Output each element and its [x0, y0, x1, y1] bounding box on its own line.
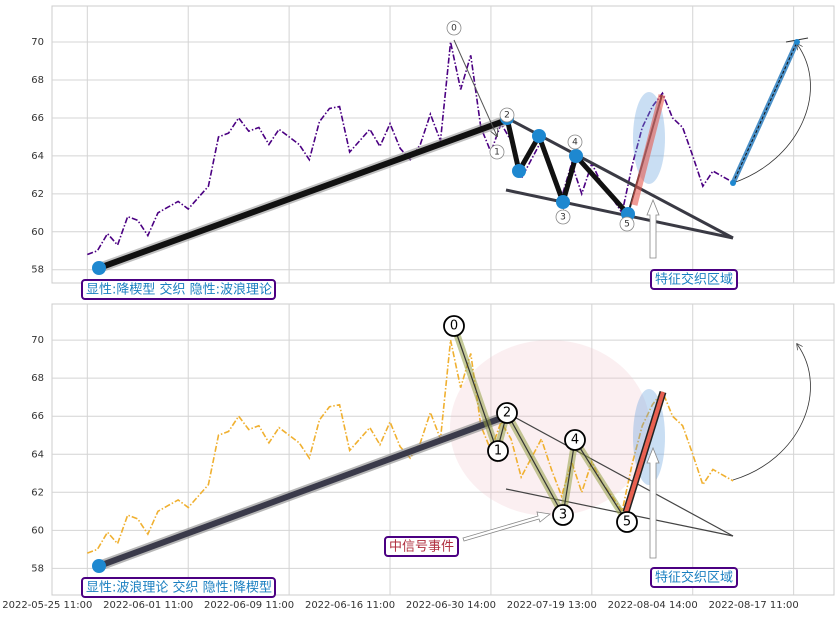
x-tick-label: 2022-08-04 14:00 — [608, 600, 698, 611]
wave-label: 1 — [494, 444, 502, 459]
y-tick-label: 64 — [31, 449, 44, 460]
price-line — [87, 339, 734, 554]
y-tick-label: 70 — [31, 335, 44, 346]
annotation: 特征交织区域 — [655, 570, 733, 586]
top-annotations — [81, 20, 811, 300]
wave-label: 5 — [624, 220, 630, 230]
x-tick-label: 2022-06-09 11:00 — [204, 600, 294, 611]
y-tick-label: 68 — [31, 373, 44, 384]
x-tick-label: 2022-06-16 11:00 — [305, 600, 395, 611]
y-tick-label: 68 — [31, 75, 44, 86]
wave-label: 4 — [571, 433, 579, 448]
wave-label: 1 — [494, 148, 500, 158]
y-tick-label: 60 — [31, 227, 44, 238]
bottom-annotations — [81, 315, 811, 598]
y-tick-label: 64 — [31, 151, 44, 162]
annotation: 显性:降楔型 交织 隐性:波浪理论 — [86, 282, 272, 298]
highlight-zone — [450, 340, 650, 516]
y-tick-label: 70 — [31, 37, 44, 48]
y-tick-label: 62 — [31, 487, 44, 498]
wave-label: 4 — [572, 138, 578, 148]
y-tick-label: 62 — [31, 189, 44, 200]
annotation: 特征交织区域 — [655, 272, 733, 288]
annotation: 显性:波浪理论 交织 隐性:降楔型 — [86, 580, 272, 596]
wave-label: 0 — [451, 24, 457, 34]
wave-label: 3 — [559, 508, 567, 523]
y-tick-label: 66 — [31, 113, 44, 124]
wave-label: 0 — [450, 319, 458, 334]
y-tick-label: 60 — [31, 525, 44, 536]
x-tick-label: 2022-06-30 14:00 — [406, 600, 496, 611]
x-tick-label: 2022-07-19 13:00 — [507, 600, 597, 611]
x-tick-label: 2022-08-17 11:00 — [709, 600, 799, 611]
wave-label: 2 — [503, 406, 511, 421]
y-tick-label: 58 — [31, 265, 44, 276]
annotation: 中信号事件 — [389, 540, 454, 555]
wave-label: 2 — [504, 111, 510, 121]
wave-label: 5 — [623, 515, 631, 530]
y-tick-label: 58 — [31, 563, 44, 574]
x-tick-label: 2022-06-01 11:00 — [103, 600, 193, 611]
y-tick-label: 66 — [31, 411, 44, 422]
wave-label: 3 — [560, 213, 566, 223]
x-tick-label: 2022-05-25 11:00 — [2, 600, 92, 611]
